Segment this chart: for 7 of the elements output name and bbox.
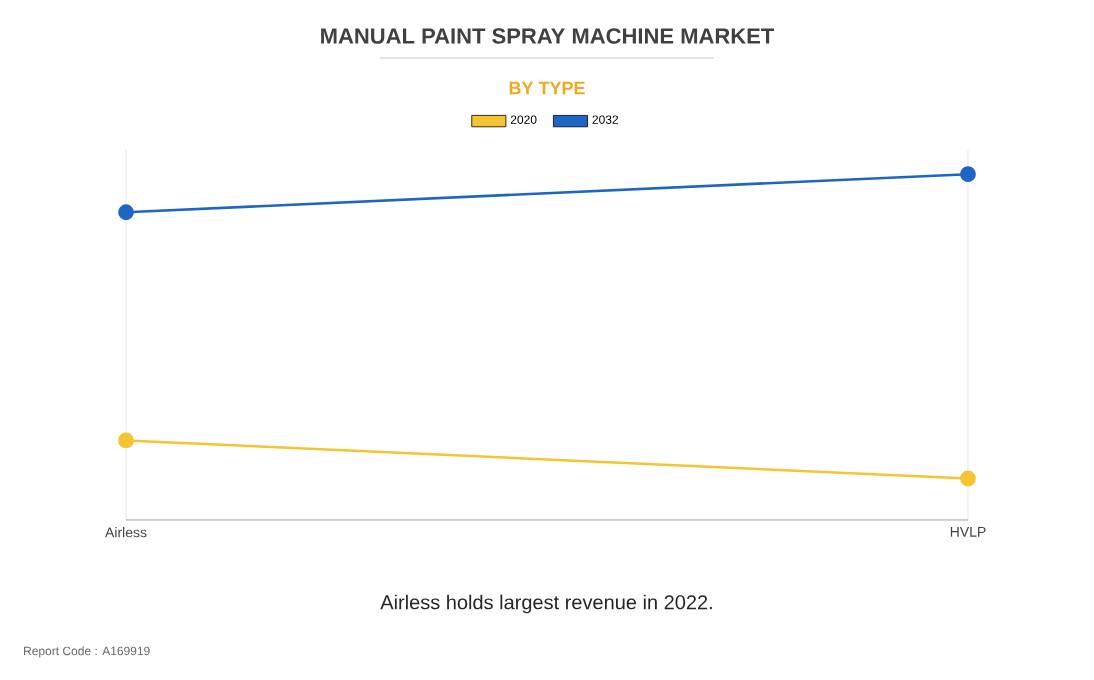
text: Airless holds largest revenue in 2022. [380,594,712,614]
chart-subtitle: BY TYPE [509,81,585,95]
point [960,166,976,183]
point [118,204,134,221]
point [118,432,134,449]
chart-title: MANUAL PAINT SPRAY MACHINE MARKET [321,28,775,44]
point [960,470,976,487]
